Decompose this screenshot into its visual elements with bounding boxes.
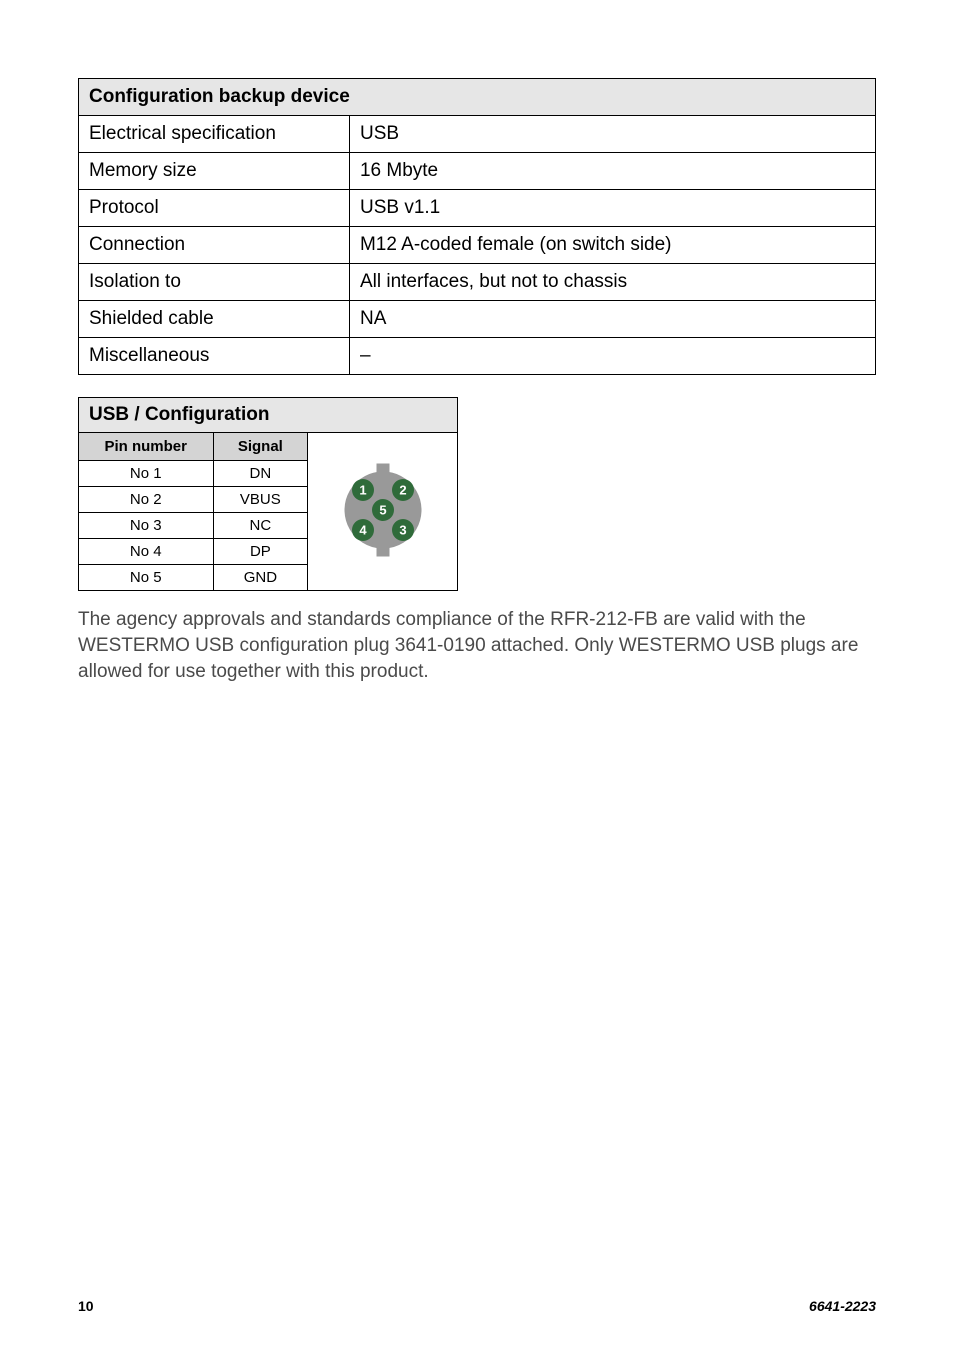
table-row: Memory size 16 Mbyte	[79, 153, 876, 190]
body-paragraph: The agency approvals and standards compl…	[78, 607, 876, 686]
page-number: 10	[78, 1298, 94, 1314]
usb-pin-number: No 4	[79, 539, 214, 565]
usb-pin-number: No 5	[79, 565, 214, 591]
connector-diagram-cell: 1 254 3	[308, 433, 458, 591]
config-table-title: Configuration backup device	[79, 79, 876, 116]
config-row-value: 16 Mbyte	[349, 153, 875, 190]
table-row: Protocol USB v1.1	[79, 190, 876, 227]
usb-header-pin: Pin number	[79, 433, 214, 461]
config-row-value: NA	[349, 301, 875, 338]
config-row-label: Shielded cable	[79, 301, 350, 338]
usb-pin-number: No 2	[79, 487, 214, 513]
config-backup-table: Configuration backup device Electrical s…	[78, 78, 876, 375]
config-row-label: Memory size	[79, 153, 350, 190]
config-row-value: USB v1.1	[349, 190, 875, 227]
table-row: Isolation to All interfaces, but not to …	[79, 264, 876, 301]
pin-number-label: 5	[379, 502, 386, 517]
config-row-value: USB	[349, 116, 875, 153]
config-row-label: Connection	[79, 227, 350, 264]
usb-table-title: USB / Configuration	[79, 398, 458, 433]
usb-pin-number: No 1	[79, 461, 214, 487]
usb-signal: DN	[213, 461, 308, 487]
usb-signal: NC	[213, 513, 308, 539]
pin-number-label: 4	[359, 522, 367, 537]
table-row: Electrical specification USB	[79, 116, 876, 153]
config-row-label: Protocol	[79, 190, 350, 227]
config-row-label: Electrical specification	[79, 116, 350, 153]
usb-signal: DP	[213, 539, 308, 565]
usb-header-signal: Signal	[213, 433, 308, 461]
usb-pin-number: No 3	[79, 513, 214, 539]
document-number: 6641-2223	[809, 1298, 876, 1314]
pin-number-label: 2	[399, 482, 406, 497]
page-footer: 10 6641-2223	[78, 1298, 876, 1314]
config-row-value: –	[349, 338, 875, 375]
usb-signal: VBUS	[213, 487, 308, 513]
config-row-label: Isolation to	[79, 264, 350, 301]
pin-number-label: 1	[359, 482, 366, 497]
config-row-value: M12 A-coded female (on switch side)	[349, 227, 875, 264]
usb-signal: GND	[213, 565, 308, 591]
table-row: Shielded cable NA	[79, 301, 876, 338]
pin-number-label: 3	[399, 522, 406, 537]
table-row: Miscellaneous –	[79, 338, 876, 375]
config-row-label: Miscellaneous	[79, 338, 350, 375]
table-row: Connection M12 A-coded female (on switch…	[79, 227, 876, 264]
config-row-value: All interfaces, but not to chassis	[349, 264, 875, 301]
usb-config-table: USB / Configuration Pin number Signal 1 2…	[78, 397, 458, 591]
m12-connector-icon: 1 254 3	[328, 458, 438, 562]
